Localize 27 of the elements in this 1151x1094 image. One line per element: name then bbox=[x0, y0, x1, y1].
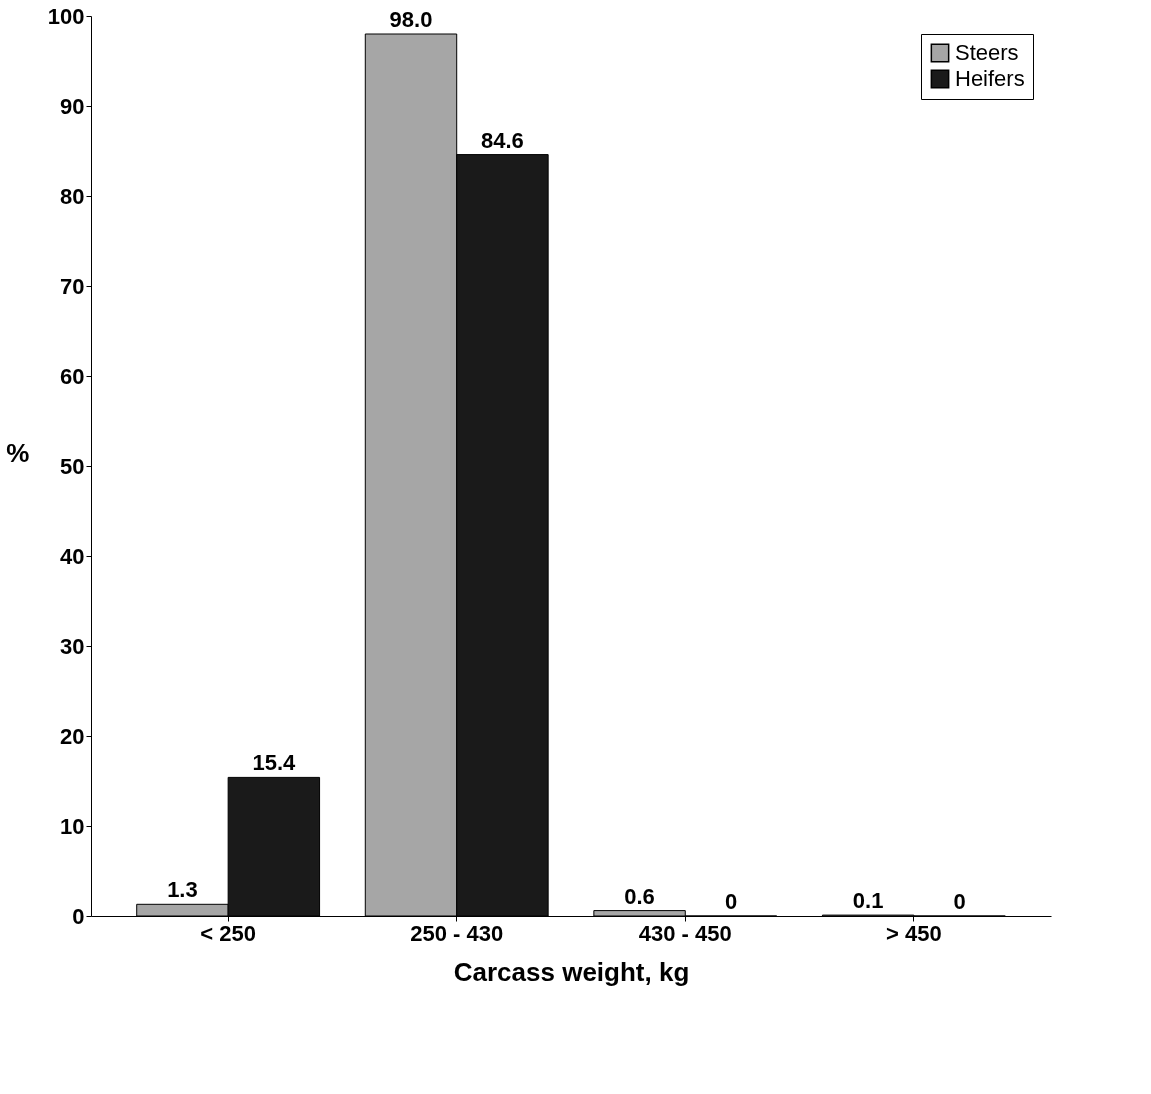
text: 0 bbox=[953, 889, 966, 914]
y-tick-label: 100 bbox=[47, 3, 85, 29]
x-axis-title: Carcass weight, kg bbox=[453, 956, 690, 987]
text: 0.6 bbox=[624, 883, 655, 909]
y-tick-label: 30 bbox=[60, 633, 85, 659]
y-tick-label: 80 bbox=[60, 183, 85, 209]
x-tick-label: 250 - 430 bbox=[410, 920, 504, 946]
y-tick-label: 60 bbox=[60, 363, 85, 389]
y-tick-label: 20 bbox=[60, 723, 85, 749]
text: 15.4 bbox=[252, 750, 296, 776]
legend-label: Heifers bbox=[955, 66, 1025, 91]
text: 98.0 bbox=[389, 7, 433, 32]
y-tick-label: 50 bbox=[60, 453, 85, 479]
y-axis-title: % bbox=[6, 437, 30, 468]
y-tick-label: 10 bbox=[60, 813, 85, 839]
x-tick-label: 430 - 450 bbox=[638, 920, 732, 946]
legend-label: Steers bbox=[955, 40, 1019, 65]
x-tick-label: < 250 bbox=[200, 920, 256, 946]
y-tick-label: 0 bbox=[72, 903, 85, 929]
y-tick-label: 70 bbox=[60, 273, 85, 299]
text: 84.6 bbox=[481, 127, 524, 153]
text: 0 bbox=[724, 889, 738, 914]
y-tick-label: 40 bbox=[60, 543, 85, 569]
x-tick-label: > 450 bbox=[886, 920, 942, 946]
text: 1.3 bbox=[167, 877, 198, 903]
y-tick-label: 90 bbox=[60, 93, 85, 119]
text: 0.1 bbox=[852, 888, 884, 914]
